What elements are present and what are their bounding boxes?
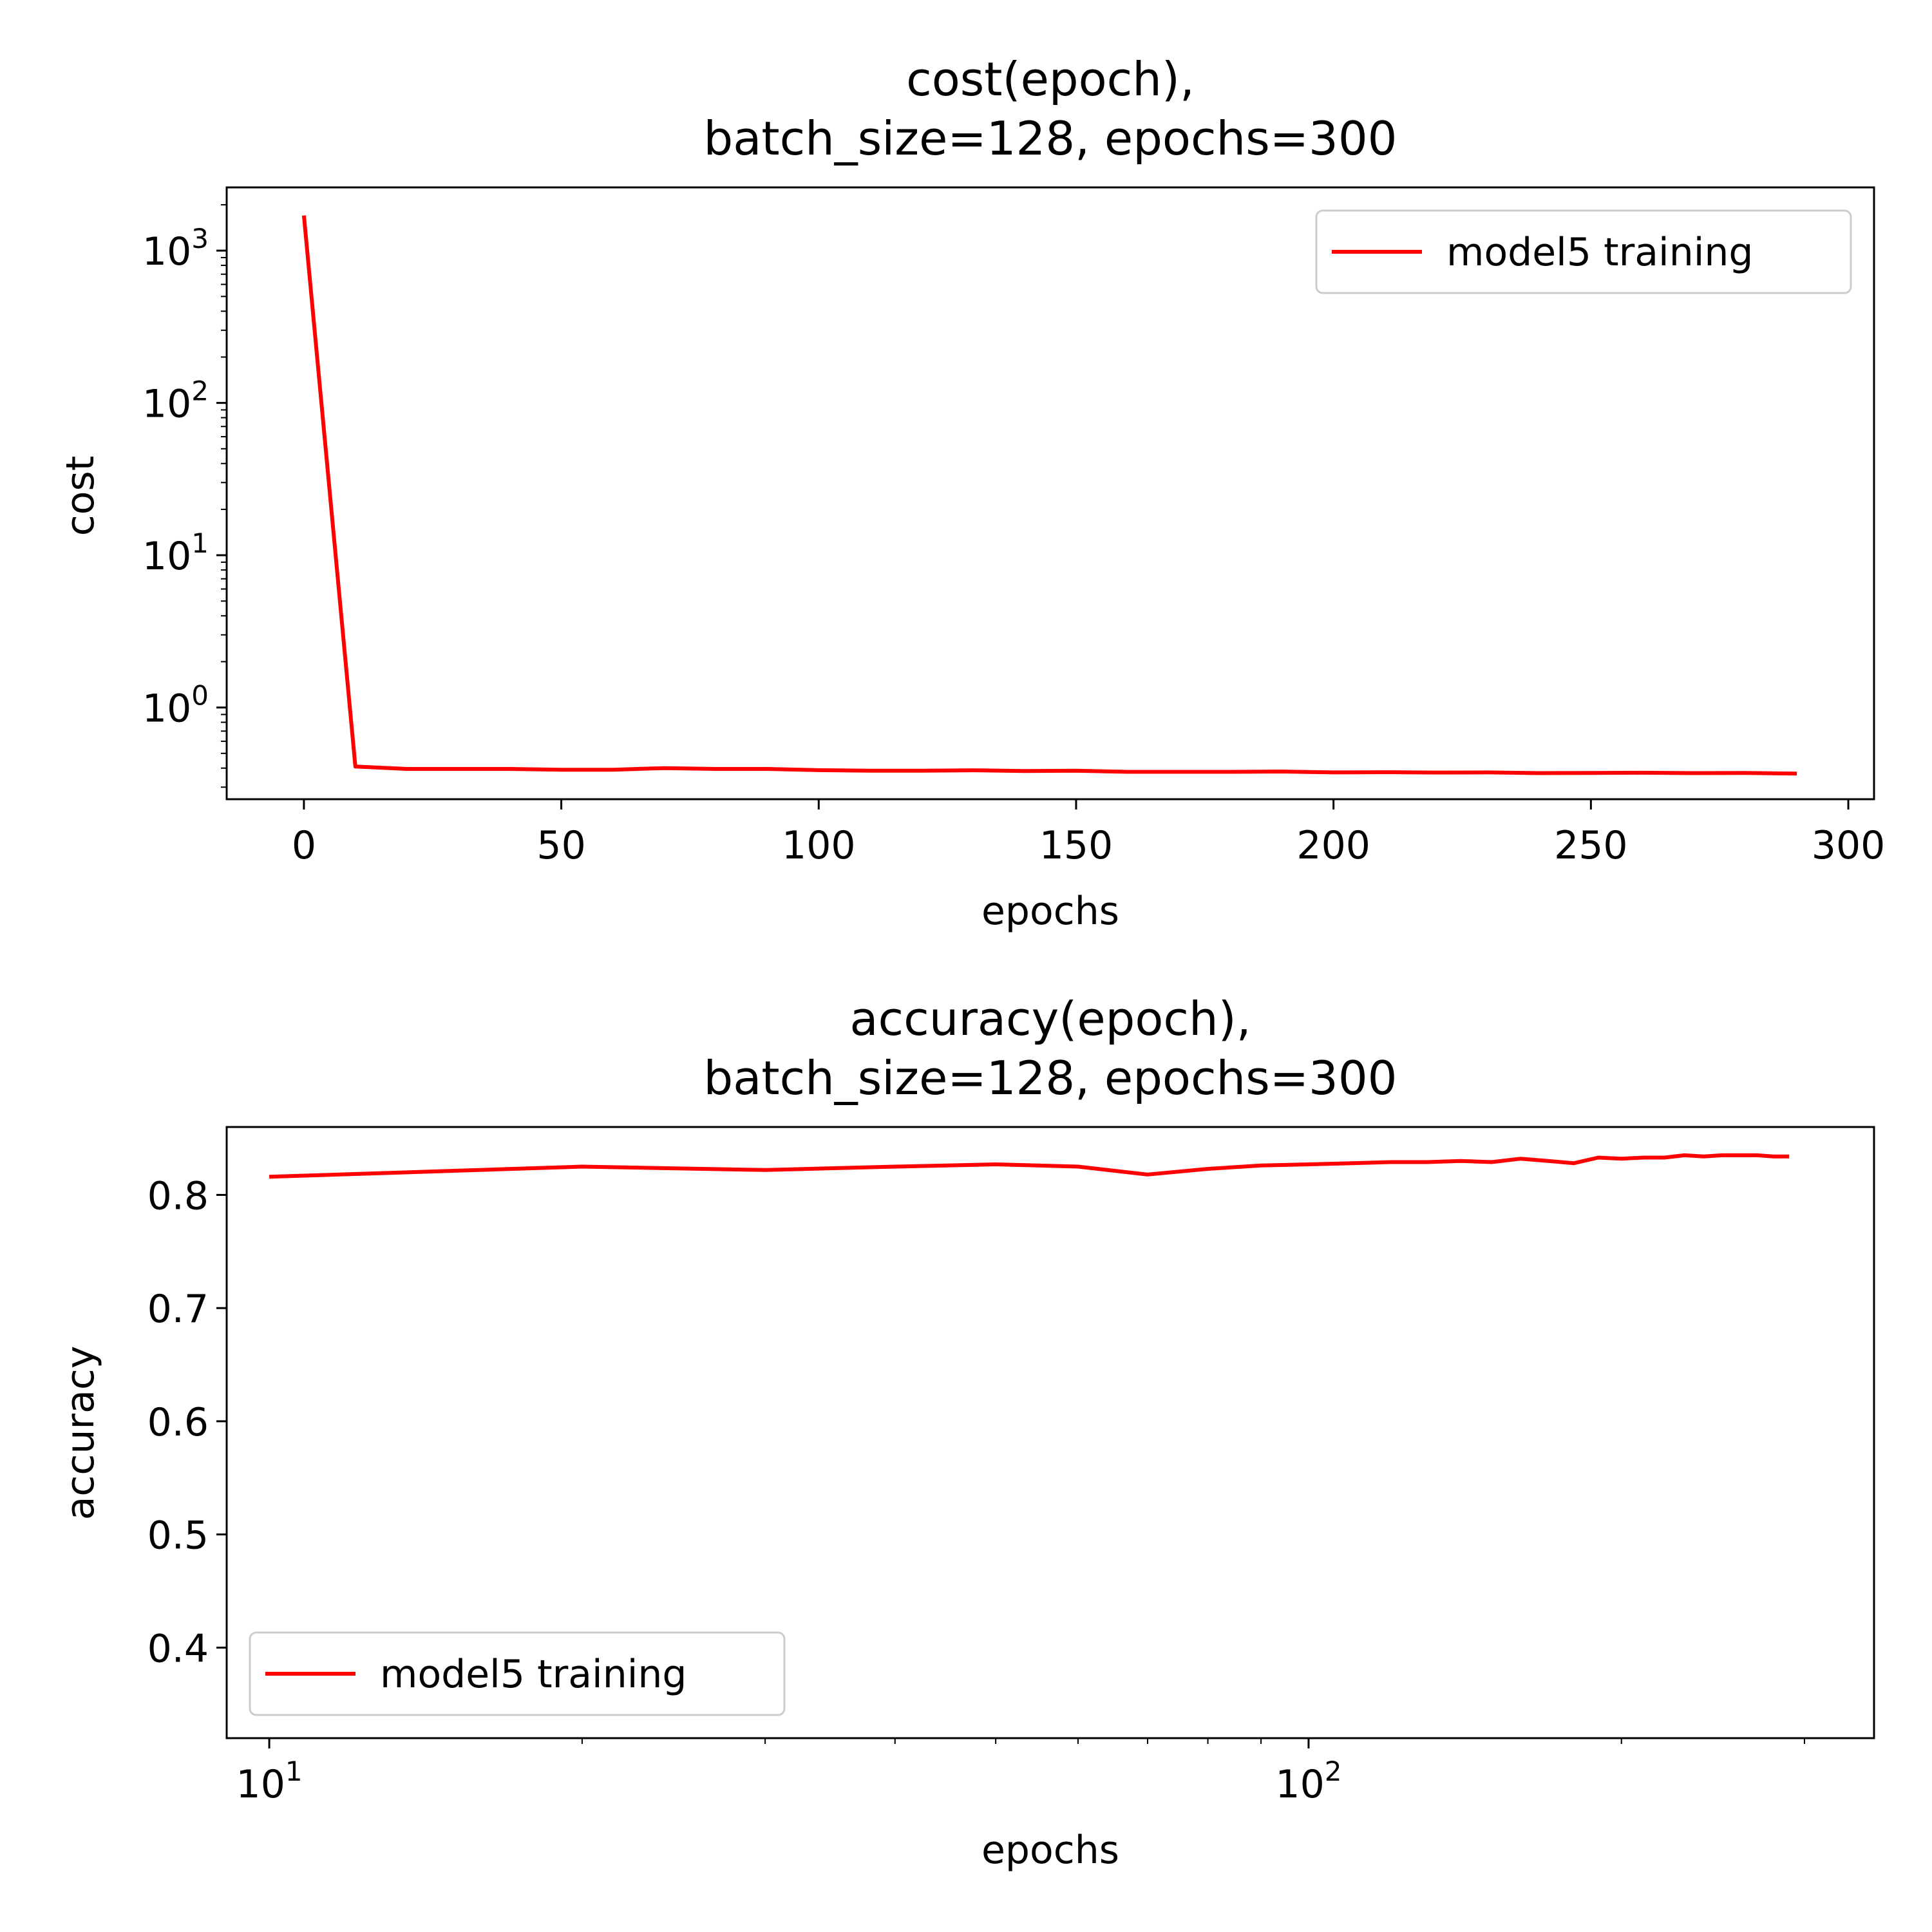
cost-chart-series-line-0 — [301, 215, 1797, 776]
accuracy-chart-legend-label: model5 training — [380, 1652, 687, 1697]
cost-chart-y-tick-label-1-base: 10 — [142, 534, 191, 579]
accuracy-chart-panel: accuracy(epoch), batch_size=128, epochs=… — [58, 992, 1875, 1873]
cost-chart-frame — [225, 186, 1875, 800]
cost-chart-title-line-1: cost(epoch), — [906, 52, 1195, 106]
accuracy-chart-title-line-2: batch_size=128, epochs=300 — [704, 1051, 1397, 1105]
cost-chart-ylabel: cost — [58, 456, 103, 536]
cost-chart-x-tick-label-0: 0 — [292, 823, 316, 868]
accuracy-chart-ylabel: accuracy — [58, 1346, 103, 1520]
cost-chart-y-tick-label-2-base: 10 — [142, 382, 191, 427]
accuracy-chart-y-tick-label-0: 0.4 — [147, 1626, 209, 1671]
accuracy-chart-series-line-0 — [269, 1153, 1790, 1179]
cost-chart-y-tick-label-1-exponent: 1 — [191, 527, 209, 559]
cost-chart-x-tick-label-2: 100 — [782, 823, 856, 868]
accuracy-chart-x-tick-label-0-base: 10 — [236, 1762, 285, 1807]
accuracy-chart-xlabel: epochs — [981, 1828, 1119, 1873]
cost-chart-legend: model5 training — [1315, 209, 1852, 294]
accuracy-chart-y-tick-label-1: 0.5 — [147, 1513, 209, 1558]
cost-chart-y-tick-label-3-exponent: 3 — [191, 223, 209, 254]
cost-chart-y-tick-label-1: 101 — [142, 527, 209, 579]
accuracy-chart-frame — [225, 1126, 1875, 1739]
cost-chart-x-tick-label-4: 200 — [1296, 823, 1370, 868]
accuracy-chart-title-line-1: accuracy(epoch), — [849, 992, 1251, 1046]
cost-chart-y-tick-label-0-exponent: 0 — [191, 680, 209, 712]
accuracy-chart-legend-box — [249, 1631, 786, 1716]
accuracy-chart-x-tick-label-1-exponent: 2 — [1325, 1756, 1342, 1787]
cost-chart-y-tick-label-2-exponent: 2 — [191, 375, 209, 407]
cost-chart-y-tick-label-3-base: 10 — [142, 229, 191, 274]
cost-chart-xlabel: epochs — [981, 889, 1119, 934]
accuracy-chart-y-tick-label-2: 0.6 — [147, 1400, 209, 1445]
cost-chart-x-tick-label-5: 250 — [1554, 823, 1628, 868]
cost-chart-x-tick-label-1: 50 — [536, 823, 585, 868]
accuracy-chart-x-tick-label-1: 102 — [1275, 1756, 1341, 1807]
cost-chart-panel: cost(epoch), batch_size=128, epochs=300 … — [58, 52, 1885, 934]
cost-chart-legend-label: model5 training — [1446, 230, 1754, 275]
cost-chart-x-tick-label-3: 150 — [1039, 823, 1113, 868]
cost-chart-title-line-2: batch_size=128, epochs=300 — [704, 111, 1397, 166]
accuracy-chart-x-tick-label-0: 101 — [236, 1756, 303, 1807]
accuracy-chart-y-tick-label-4: 0.8 — [147, 1173, 209, 1218]
cost-chart-x-tick-label-6: 300 — [1812, 823, 1886, 868]
cost-chart-y-tick-label-0-base: 10 — [142, 687, 191, 732]
accuracy-chart-legend: model5 training — [249, 1631, 786, 1716]
accuracy-chart-x-tick-label-0-exponent: 1 — [285, 1756, 303, 1787]
cost-chart-y-tick-label-0: 100 — [142, 680, 209, 732]
accuracy-chart-y-tick-label-3: 0.7 — [147, 1287, 209, 1332]
cost-chart-legend-box — [1315, 209, 1852, 294]
cost-chart-y-tick-label-3: 103 — [142, 223, 209, 274]
cost-chart-y-tick-label-2: 102 — [142, 375, 209, 427]
accuracy-chart-x-tick-label-1-base: 10 — [1275, 1762, 1324, 1807]
